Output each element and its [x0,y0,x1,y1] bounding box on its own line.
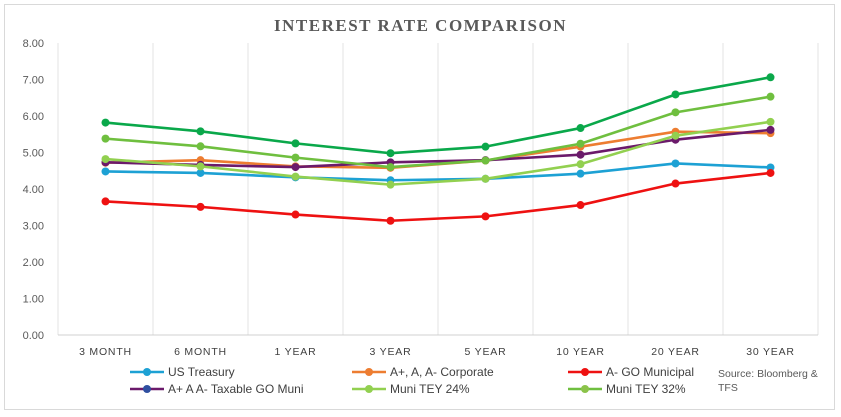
legend-item: Muni TEY 32% [568,382,686,396]
series-2 [101,168,775,225]
x-tick-label: 3 YEAR [370,346,412,358]
data-point [481,212,490,221]
data-point [101,134,110,143]
y-tick-label: 5.00 [23,148,44,160]
data-point [101,167,110,176]
legend-label: Muni TEY 32% [606,382,686,396]
data-point [291,172,300,181]
legend-item: A+, A, A- Corporate [352,365,494,379]
y-tick-label: 3.00 [23,221,44,233]
series-line [105,171,771,223]
data-point [196,202,205,211]
series-line [105,162,771,182]
data-point [576,139,585,148]
data-point [671,179,680,188]
y-tick-label: 0.00 [23,330,44,342]
legend-item: US Treasury [130,365,235,379]
data-point [481,156,490,165]
x-tick-label: 6 MONTH [174,346,227,358]
data-point [101,197,110,206]
legend-label: A+ A A- Taxable GO Muni [168,382,304,396]
y-tick-label: 4.00 [23,184,44,196]
data-point [481,142,490,151]
data-point [576,201,585,210]
data-point [196,168,205,177]
legend-label: A+, A, A- Corporate [390,365,494,379]
chart-title: INTEREST RATE COMPARISON [274,16,567,35]
y-tick-label: 2.00 [23,257,44,269]
legend-marker [581,368,589,376]
data-point [766,125,775,134]
data-point [386,149,395,158]
data-point [291,139,300,148]
data-point [101,118,110,127]
series-4 [101,117,775,189]
data-point [481,174,490,183]
data-point [386,163,395,172]
y-tick-label: 6.00 [23,111,44,123]
data-point [386,180,395,189]
x-tick-label: 30 YEAR [746,346,795,358]
y-tick-label: 8.00 [23,38,44,50]
legend-marker [365,385,373,393]
legend-marker [143,368,151,376]
series-6 [101,73,775,158]
data-point [101,155,110,164]
data-point [671,159,680,168]
legend-item: A- GO Municipal [568,365,694,379]
data-point [576,124,585,133]
y-tick-label: 7.00 [23,75,44,87]
series-line [105,120,771,186]
series-5 [101,92,775,172]
x-tick-label: 10 YEAR [556,346,605,358]
data-point [766,92,775,101]
legend-marker [365,368,373,376]
series-line [105,128,771,169]
data-point [576,160,585,169]
data-point [196,142,205,151]
legend-label: Muni TEY 24% [390,382,470,396]
series-line [105,76,771,155]
x-tick-label: 20 YEAR [651,346,700,358]
x-tick-label: 5 YEAR [465,346,507,358]
data-point [671,90,680,99]
legend-label: US Treasury [168,365,235,379]
data-point [576,150,585,159]
x-tick-label: 1 YEAR [275,346,317,358]
legend-marker [143,385,151,393]
data-point [386,216,395,225]
data-point [196,127,205,136]
data-point [291,210,300,219]
data-point [671,131,680,140]
data-point [766,168,775,177]
data-point [291,153,300,162]
series-line [105,95,771,169]
data-point [196,162,205,171]
source-note: Source: Bloomberg & TFS [718,368,818,394]
data-point [291,163,300,172]
data-point [576,169,585,178]
x-tick-label: 3 MONTH [79,346,132,358]
y-tick-label: 1.00 [23,294,44,306]
legend-label: A- GO Municipal [606,365,694,379]
chart-frame [4,4,835,410]
legend-marker [581,385,589,393]
data-point [766,73,775,82]
data-point [766,117,775,126]
data-point [766,163,775,172]
legend-item: A+ A A- Taxable GO Muni [130,382,304,396]
legend-item: Muni TEY 24% [352,382,470,396]
data-point [671,108,680,117]
